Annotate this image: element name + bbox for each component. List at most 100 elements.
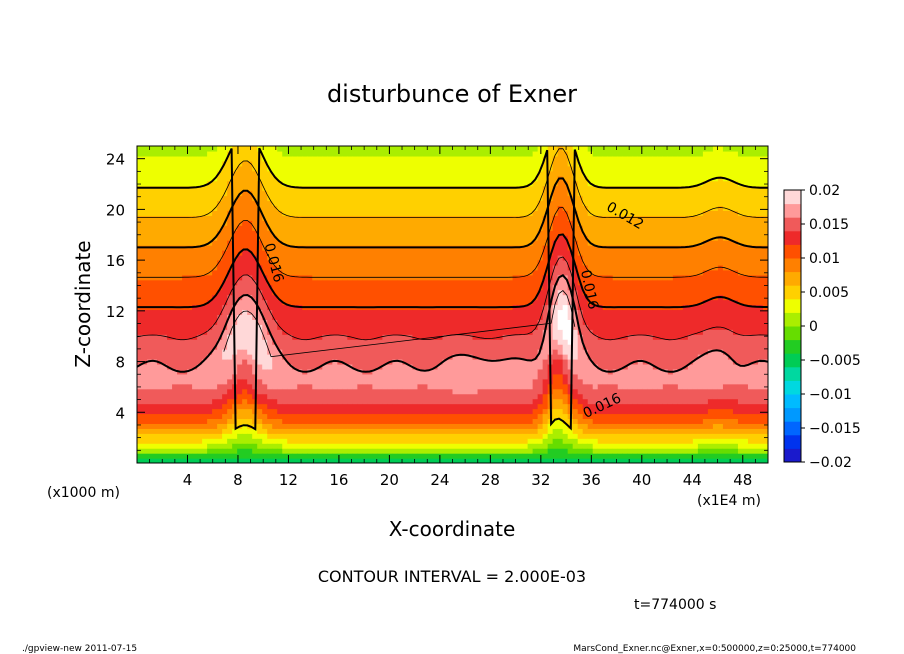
- field-cell: [227, 423, 233, 434]
- field-cell: [217, 443, 223, 449]
- field-cell: [347, 363, 353, 390]
- field-cell: [427, 388, 434, 405]
- field-cell: [347, 413, 353, 424]
- field-cell: [187, 309, 193, 340]
- field-cell: [187, 383, 193, 405]
- field-cell: [657, 443, 664, 449]
- field-cell: [527, 438, 534, 444]
- field-cell: [297, 383, 303, 405]
- field-cell: [622, 388, 629, 405]
- field-cell: [272, 453, 278, 459]
- field-cell: [182, 155, 188, 187]
- field-cell: [432, 215, 439, 246]
- field-cell: [237, 363, 243, 380]
- field-cell: [442, 428, 449, 434]
- field-cell: [552, 373, 559, 390]
- field-cell: [332, 146, 338, 157]
- field-cell: [597, 458, 604, 463]
- field-cell: [197, 403, 203, 415]
- field-cell: [192, 245, 198, 276]
- field-cell: [682, 448, 689, 454]
- field-cell: [432, 146, 439, 157]
- field-cell: [552, 438, 559, 449]
- field-cell: [477, 358, 484, 390]
- field-cell: [472, 146, 479, 157]
- field-cell: [237, 195, 243, 226]
- field-cell: [722, 269, 729, 301]
- field-cell: [692, 453, 699, 459]
- field-cell: [622, 453, 629, 459]
- field-cell: [437, 339, 444, 365]
- field-cell: [742, 458, 749, 463]
- field-cell: [587, 458, 594, 463]
- field-cell: [372, 433, 378, 444]
- field-cell: [657, 245, 664, 281]
- field-cell: [757, 358, 764, 390]
- field-cell: [442, 185, 449, 216]
- field-cell: [247, 383, 253, 395]
- field-cell: [237, 314, 243, 350]
- contour-line: [137, 274, 768, 373]
- field-cell: [617, 453, 624, 459]
- field-cell: [512, 388, 519, 405]
- field-cell: [152, 403, 158, 415]
- field-cell: [582, 175, 589, 207]
- field-cell: [447, 245, 454, 281]
- field-cell: [632, 334, 639, 365]
- field-cell: [592, 274, 599, 306]
- field-cell: [442, 155, 449, 187]
- field-cell: [677, 403, 684, 415]
- field-cell: [587, 215, 594, 246]
- field-cell: [527, 304, 534, 335]
- field-cell: [462, 448, 469, 454]
- field-cell: [552, 408, 559, 420]
- field-cell: [467, 215, 474, 246]
- field-cell: [702, 448, 709, 454]
- field-cell: [632, 388, 639, 405]
- field-cell: [222, 403, 228, 415]
- field-cell: [572, 309, 579, 330]
- field-cell: [212, 418, 218, 429]
- field-cell: [197, 334, 203, 365]
- field-cell: [697, 354, 704, 390]
- field-cell: [617, 433, 624, 444]
- field-cell: [467, 334, 474, 355]
- field-cell: [622, 155, 629, 187]
- field-cell: [452, 428, 459, 434]
- field-cell: [712, 329, 719, 350]
- field-cell: [307, 458, 313, 463]
- field-cell: [477, 403, 484, 415]
- field-cell: [522, 413, 529, 424]
- field-cell: [677, 274, 684, 311]
- field-cell: [662, 383, 669, 405]
- x-tick-label: 4: [183, 471, 193, 489]
- field-cell: [162, 423, 168, 429]
- field-cell: [172, 155, 178, 187]
- field-cell: [642, 428, 649, 434]
- field-cell: [677, 309, 684, 340]
- field-cell: [142, 443, 148, 449]
- field-cell: [162, 215, 168, 246]
- field-cell: [637, 403, 644, 415]
- field-cell: [562, 373, 569, 385]
- field-cell: [682, 388, 689, 405]
- field-cell: [182, 448, 188, 454]
- field-cell: [307, 403, 313, 415]
- field-cell: [337, 155, 343, 187]
- field-cell: [207, 329, 213, 355]
- field-cell: [257, 453, 263, 459]
- field-cell: [207, 388, 213, 405]
- field-cell: [557, 458, 564, 463]
- field-cell: [432, 453, 439, 459]
- field-cell: [517, 334, 524, 360]
- field-cell: [657, 458, 664, 463]
- field-cell: [552, 388, 559, 400]
- field-cell: [322, 443, 328, 449]
- field-cell: [762, 146, 768, 157]
- field-cell: [197, 433, 203, 444]
- field-cell: [622, 413, 629, 424]
- field-cell: [447, 185, 454, 216]
- field-cell: [517, 155, 524, 187]
- field-cell: [237, 378, 243, 395]
- field-cell: [247, 220, 253, 251]
